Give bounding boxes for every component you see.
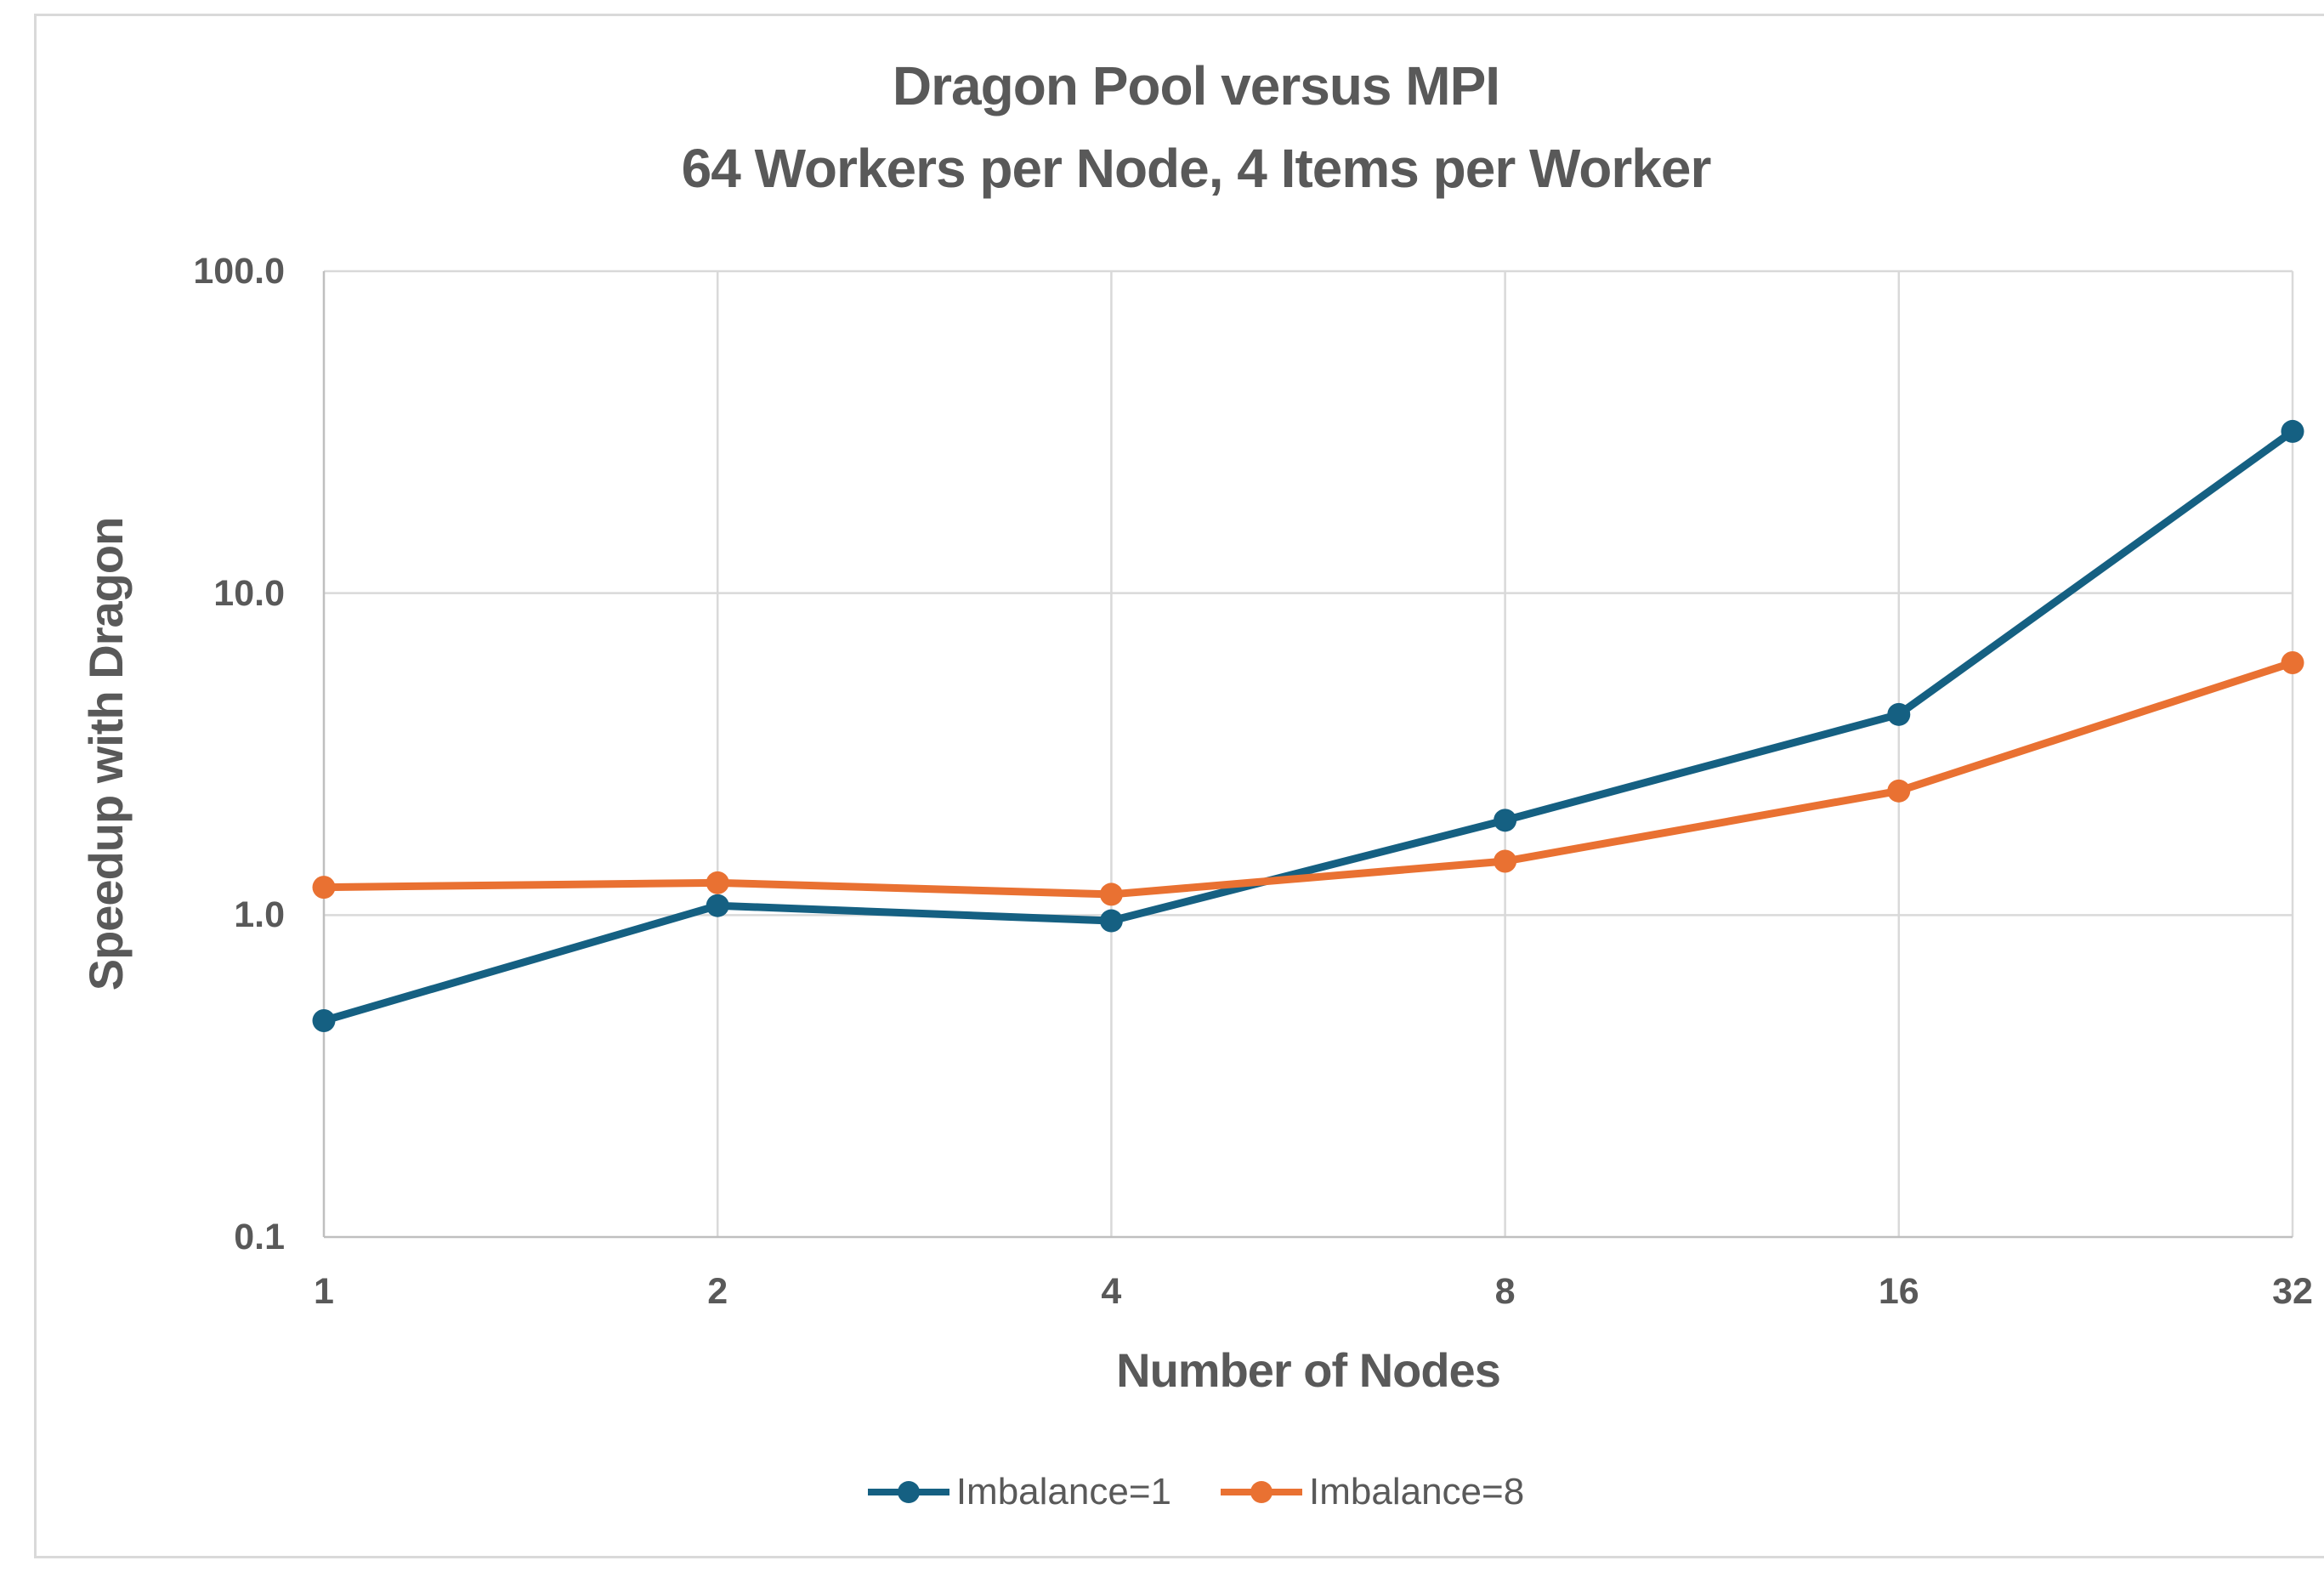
data-point-imbalance-8 (2281, 650, 2304, 674)
legend-dot-icon (1250, 1481, 1273, 1503)
x-tick-label: 8 (1494, 1271, 1516, 1312)
x-axis-title: Number of Nodes (1116, 1343, 1501, 1397)
data-point-imbalance-8 (312, 876, 336, 900)
legend-label: Imbalance=1 (955, 1471, 1171, 1512)
data-point-imbalance-1 (312, 1008, 336, 1032)
data-point-imbalance-1 (1887, 702, 1911, 726)
series-line-imbalance-1 (320, 427, 2297, 1024)
legend-marker-icon (1221, 1481, 1302, 1503)
data-point-imbalance-8 (706, 871, 729, 894)
x-tick-label: 2 (707, 1271, 728, 1312)
chart-title: Dragon Pool versus MPI 64 Workers per No… (37, 45, 2324, 210)
chart-figure: Dragon Pool versus MPI 64 Workers per No… (34, 14, 2324, 1558)
chart-legend: Imbalance=1 Imbalance=8 (37, 1467, 2324, 1518)
x-tick-label: 4 (1101, 1271, 1122, 1312)
chart-title-line2: 64 Workers per Node, 4 Items per Worker (681, 138, 1712, 199)
data-point-imbalance-1 (1494, 809, 1517, 832)
data-point-imbalance-1 (1099, 909, 1123, 933)
y-tick-label: 1.0 (234, 894, 285, 936)
legend-marker-icon (867, 1481, 949, 1503)
legend-item-imbalance-8: Imbalance=8 (1221, 1471, 1524, 1513)
legend-label: Imbalance=8 (1309, 1471, 1525, 1512)
data-point-imbalance-1 (2281, 419, 2304, 443)
data-point-imbalance-8 (1494, 849, 1517, 873)
series-line-imbalance-8 (320, 658, 2297, 899)
y-tick-label: 10.0 (213, 572, 285, 614)
data-point-imbalance-8 (1887, 779, 1911, 803)
x-tick-label: 32 (2272, 1271, 2313, 1312)
x-tick-label: 16 (1878, 1271, 1919, 1312)
data-point-imbalance-1 (706, 894, 729, 917)
legend-item-imbalance-1: Imbalance=1 (867, 1471, 1171, 1513)
chart-title-line1: Dragon Pool versus MPI (892, 55, 1500, 116)
y-tick-label: 100.0 (193, 251, 285, 292)
x-tick-label: 1 (314, 1271, 334, 1312)
legend-dot-icon (897, 1481, 920, 1503)
y-tick-label: 0.1 (234, 1217, 285, 1257)
data-point-imbalance-8 (1099, 882, 1123, 906)
plot-area (312, 270, 2304, 1239)
